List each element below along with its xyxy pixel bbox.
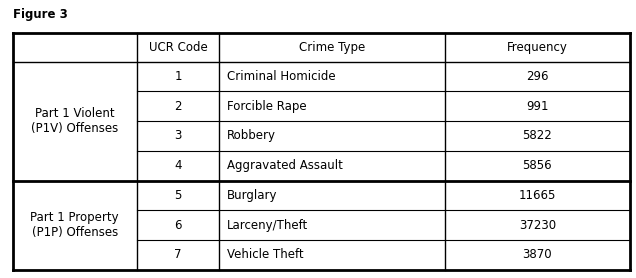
Text: Part 1 Property
(P1P) Offenses: Part 1 Property (P1P) Offenses	[31, 211, 119, 239]
Text: 4: 4	[174, 159, 182, 172]
Text: UCR Code: UCR Code	[149, 41, 207, 54]
Text: Part 1 Violent
(P1V) Offenses: Part 1 Violent (P1V) Offenses	[31, 107, 118, 135]
Text: 3870: 3870	[523, 248, 552, 261]
Text: 37230: 37230	[519, 219, 556, 232]
Text: 991: 991	[526, 100, 549, 113]
Text: 2: 2	[174, 100, 182, 113]
Text: 6: 6	[174, 219, 182, 232]
Text: Frequency: Frequency	[507, 41, 568, 54]
Text: Burglary: Burglary	[227, 189, 277, 202]
Text: 5856: 5856	[523, 159, 552, 172]
Text: Vehicle Theft: Vehicle Theft	[227, 248, 303, 261]
Text: Forcible Rape: Forcible Rape	[227, 100, 307, 113]
Text: 3: 3	[174, 130, 182, 143]
Text: Robbery: Robbery	[227, 130, 276, 143]
Text: 5822: 5822	[523, 130, 552, 143]
Text: 1: 1	[174, 70, 182, 83]
Text: 7: 7	[174, 248, 182, 261]
Text: Criminal Homicide: Criminal Homicide	[227, 70, 336, 83]
Text: 5: 5	[174, 189, 182, 202]
Text: Crime Type: Crime Type	[299, 41, 366, 54]
Text: 11665: 11665	[519, 189, 556, 202]
Text: 296: 296	[526, 70, 549, 83]
Text: Aggravated Assault: Aggravated Assault	[227, 159, 343, 172]
Text: Larceny/Theft: Larceny/Theft	[227, 219, 308, 232]
Text: Figure 3: Figure 3	[13, 8, 67, 21]
